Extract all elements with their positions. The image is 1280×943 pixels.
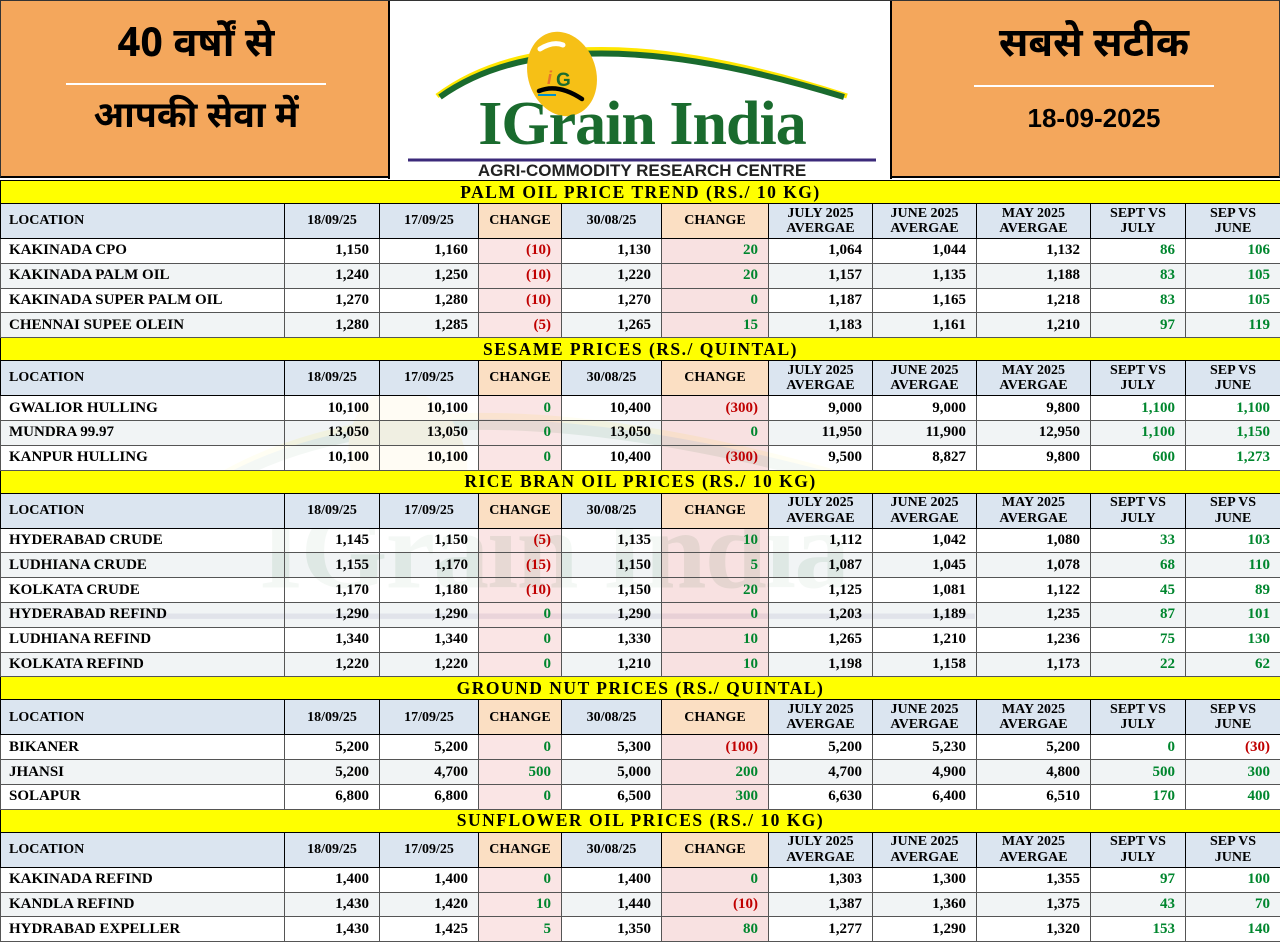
svg-text:IGrain India: IGrain India: [478, 90, 806, 158]
svg-text:AGRI-COMMODITY RESEARCH CENTRE: AGRI-COMMODITY RESEARCH CENTRE: [478, 161, 806, 179]
